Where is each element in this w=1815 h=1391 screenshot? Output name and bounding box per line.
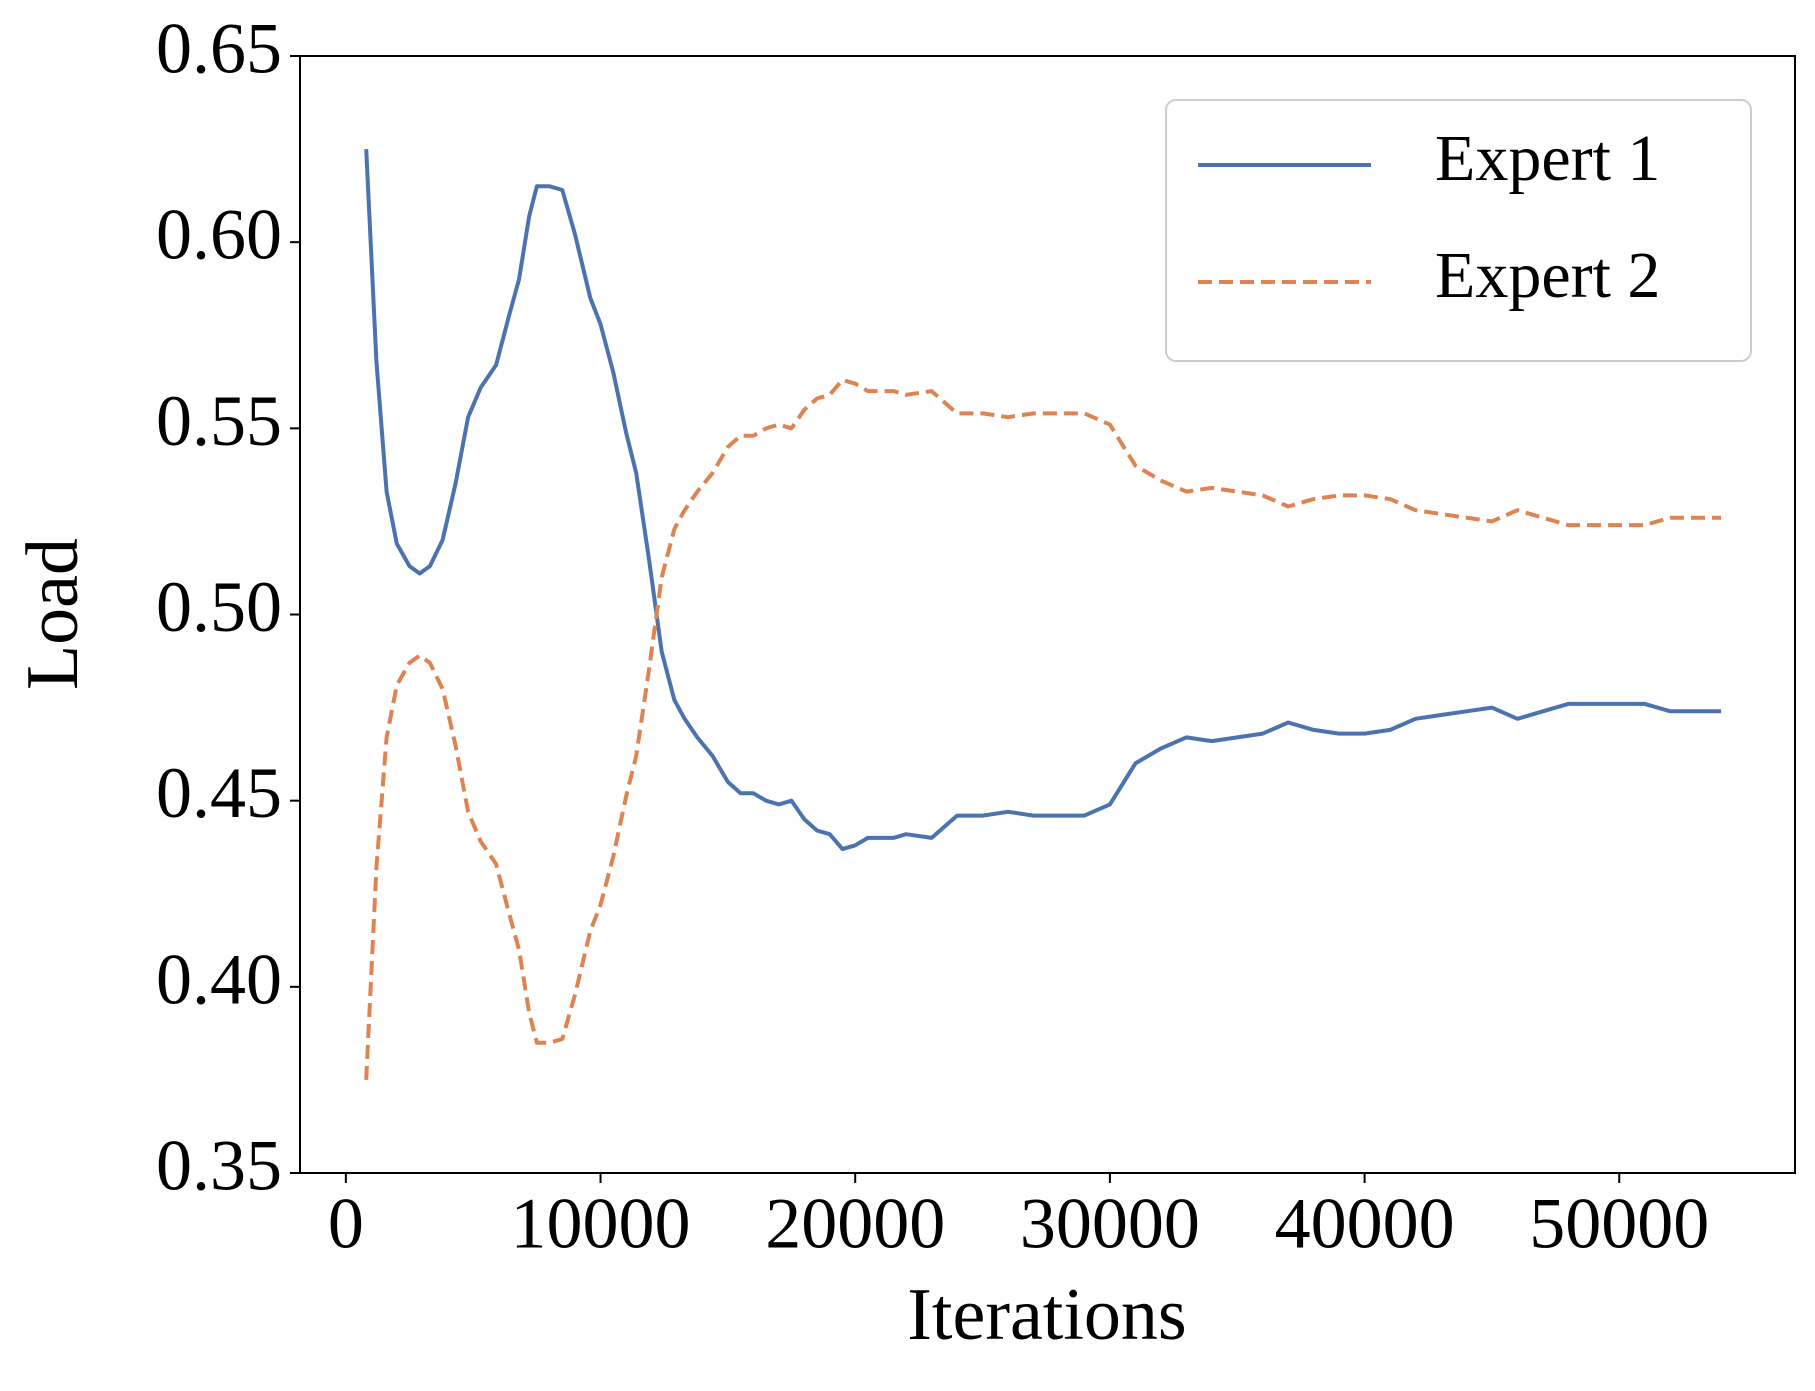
x-tick-label: 30000 <box>1020 1184 1200 1264</box>
y-tick-label: 0.65 <box>156 9 282 89</box>
y-tick-label: 0.60 <box>156 195 282 275</box>
x-tick-label: 40000 <box>1275 1184 1455 1264</box>
y-axis-label: Load <box>12 538 94 690</box>
plot-frame <box>299 55 1796 1174</box>
y-tick-label: 0.55 <box>156 381 282 461</box>
y-tick-label: 0.50 <box>156 567 282 647</box>
x-tick-label: 20000 <box>765 1184 945 1264</box>
y-tick-label: 0.40 <box>156 939 282 1019</box>
x-tick-label: 10000 <box>511 1184 691 1264</box>
x-tick-label: 50000 <box>1529 1184 1709 1264</box>
legend-label: Expert 1 <box>1435 122 1660 195</box>
y-tick-label: 0.35 <box>156 1126 282 1206</box>
x-tick-label: 0 <box>328 1184 364 1264</box>
legend-label: Expert 2 <box>1435 239 1660 312</box>
series-line <box>364 377 1722 1080</box>
y-tick-label: 0.45 <box>156 753 282 833</box>
x-axis-label: Iterations <box>907 1274 1186 1356</box>
series-line <box>364 149 1722 852</box>
